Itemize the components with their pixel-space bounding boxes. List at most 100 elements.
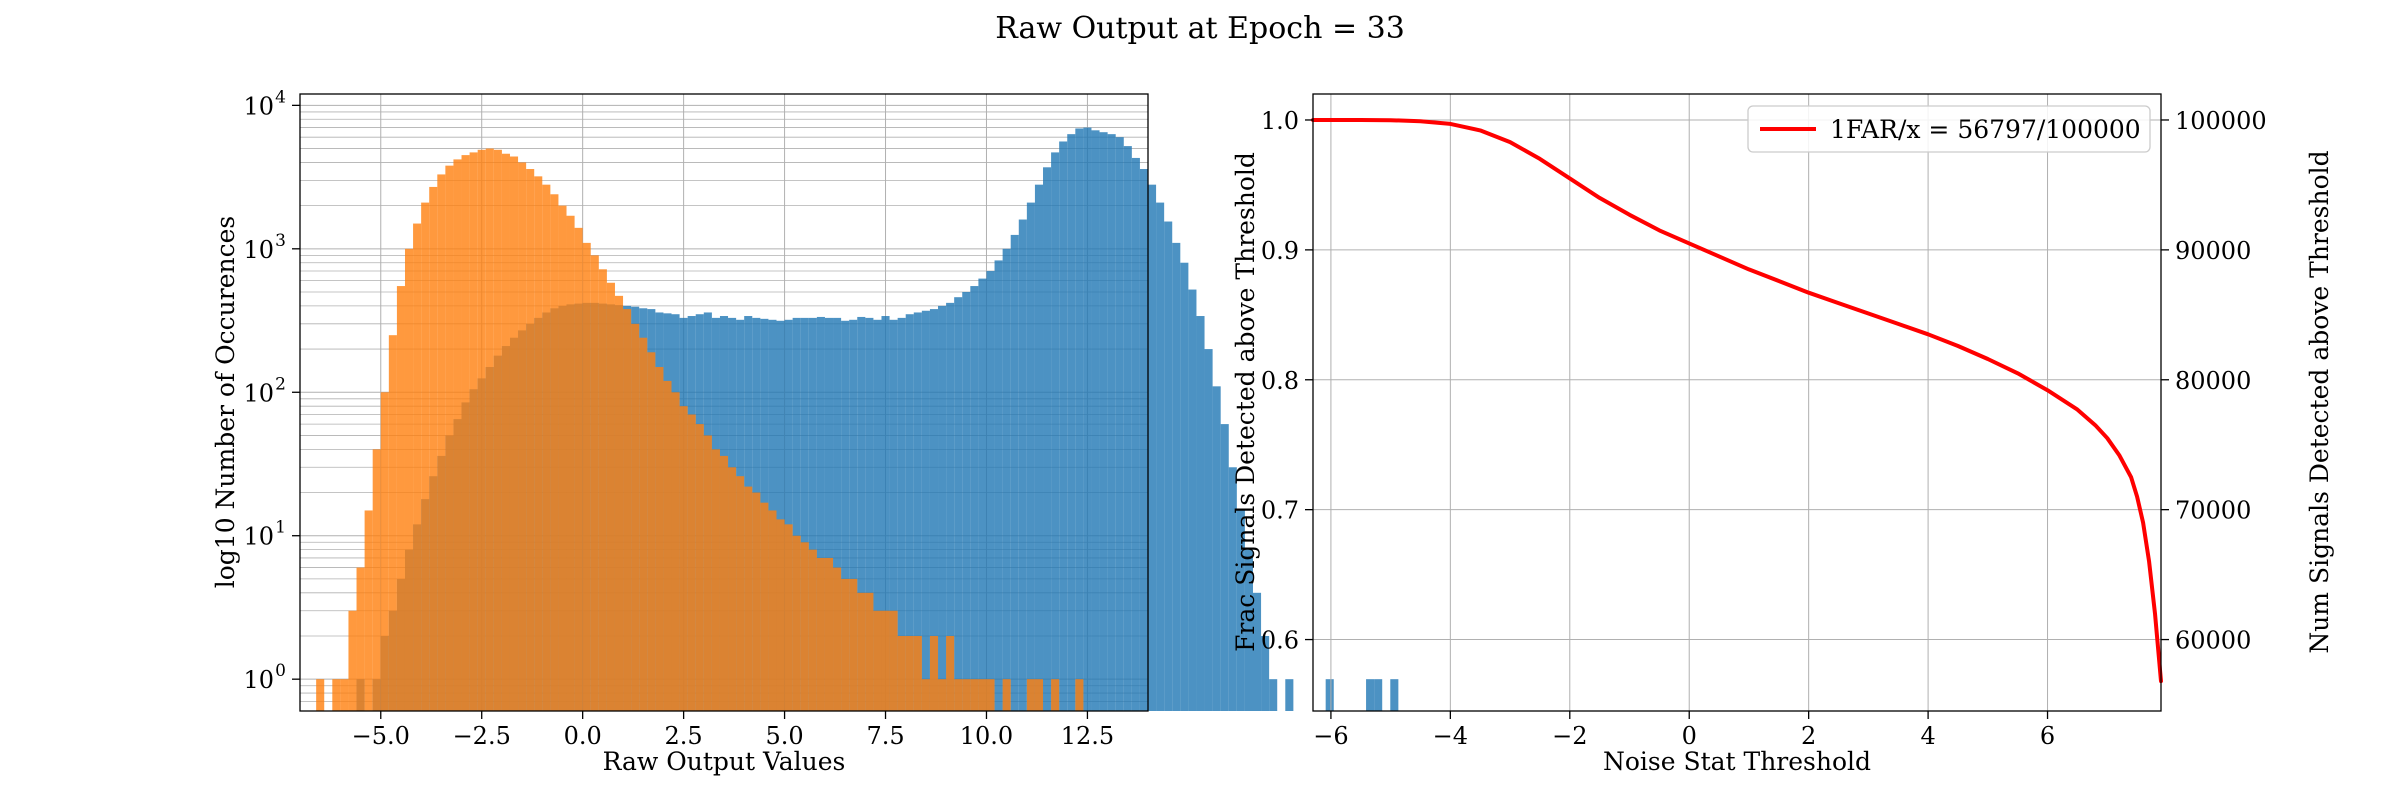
histogram-bar <box>679 406 688 711</box>
histogram-bar <box>703 435 712 711</box>
histogram-bar <box>1075 128 1084 711</box>
histogram-bar <box>1099 132 1108 711</box>
histogram-bar <box>631 323 640 711</box>
histogram-x-label: Raw Output Values <box>603 747 846 776</box>
histogram-bar <box>671 392 680 711</box>
threshold-x-ticks: −6 −4 −2 0 2 4 6 <box>1313 711 2055 750</box>
threshold-curve-series-0 <box>1311 118 2163 684</box>
histogram-x-tick-label: 2.5 <box>665 722 703 750</box>
histogram-y-tick-exponent: 2 <box>275 374 286 394</box>
histogram-bar <box>744 486 753 711</box>
histogram-x-ticks: −5.0 −2.5 0.0 2.5 5.0 7.5 10.0 12.5 <box>352 711 1114 750</box>
histogram-bar <box>711 449 720 711</box>
histogram-bar <box>647 352 656 711</box>
histogram-bars <box>316 127 1399 712</box>
threshold-x-tick-label: −4 <box>1433 722 1468 750</box>
histogram-bar <box>1018 219 1027 711</box>
histogram-bar <box>1091 130 1100 711</box>
threshold-grid <box>1313 94 2161 711</box>
histogram-bar <box>833 567 842 711</box>
legend-box <box>1747 105 2151 153</box>
histogram-bar <box>913 635 922 711</box>
histogram-bar <box>1261 635 1270 711</box>
histogram-bar <box>986 679 995 711</box>
histogram-bar <box>808 549 817 711</box>
histogram-bar <box>639 337 648 711</box>
histogram-bar <box>978 679 987 711</box>
histogram-bar <box>776 320 785 711</box>
threshold-y-tick-label: 0.6 <box>1261 627 1299 655</box>
histogram-bar <box>986 271 995 711</box>
histogram-bar <box>687 414 696 711</box>
histogram-bar <box>1051 152 1060 711</box>
histogram-y-tick-label: 10 <box>243 523 274 551</box>
histogram-bar <box>873 610 882 711</box>
histogram-bar <box>1002 248 1011 712</box>
histogram-bar <box>550 194 559 712</box>
histogram-bar <box>921 310 930 711</box>
histogram-y-tick-exponent: 0 <box>275 661 286 681</box>
histogram-bar <box>978 278 987 711</box>
histogram-bar <box>1123 146 1132 712</box>
histogram-bar <box>881 316 890 711</box>
histogram-bar <box>857 316 866 711</box>
histogram-bar <box>1180 262 1189 711</box>
histogram-bar <box>736 476 745 711</box>
threshold-y-tick-label: 0.9 <box>1261 237 1299 265</box>
histogram-bar <box>485 148 494 711</box>
histogram-bar <box>970 286 979 711</box>
histogram-bar <box>372 449 381 711</box>
histogram-y-tick-label: 10 <box>243 379 274 407</box>
histogram-bar <box>566 215 575 711</box>
histogram-bar <box>849 319 858 711</box>
histogram-bar <box>1131 157 1140 712</box>
histogram-bar <box>913 312 922 711</box>
histogram-bar <box>1010 234 1019 711</box>
histogram-bar <box>816 557 825 711</box>
threshold-x-tick-label: −6 <box>1313 722 1348 750</box>
histogram-bar <box>1067 134 1076 711</box>
histogram-bar <box>881 610 890 711</box>
histogram-bar <box>445 165 454 711</box>
histogram-bar <box>396 286 405 711</box>
histogram-x-tick-label: 7.5 <box>866 722 904 750</box>
histogram-bar <box>768 510 777 711</box>
threshold-x-tick-label: 6 <box>2040 722 2055 750</box>
histogram-bar <box>1034 184 1044 711</box>
histogram-bar <box>526 169 535 712</box>
legend-label: 1FAR/x = 56797/100000 <box>1830 115 2141 144</box>
histogram-bar <box>1252 592 1262 711</box>
histogram-bar <box>558 205 567 712</box>
histogram-bar <box>316 679 325 711</box>
histogram-bar <box>1026 202 1035 711</box>
histogram-bar <box>784 524 793 711</box>
histogram-bar <box>1172 242 1181 711</box>
histogram-bar <box>833 317 842 711</box>
threshold-panel: −6 −4 −2 0 2 4 6 0.6 0.7 0.8 0.9 1.0 60000 70000 800… <box>1231 93 2334 776</box>
histogram-bar <box>542 184 551 711</box>
threshold-right-y-tick-label: 90000 <box>2175 237 2251 265</box>
histogram-bar <box>897 317 906 711</box>
figure-suptitle: Raw Output at Epoch = 33 <box>995 11 1405 46</box>
threshold-y-ticks-right: 60000 70000 80000 90000 100000 <box>2161 107 2267 655</box>
histogram-bar <box>501 153 510 711</box>
histogram-x-tick-label: 12.5 <box>1061 722 1114 750</box>
histogram-bar <box>453 159 462 711</box>
histogram-bar <box>800 317 809 711</box>
histogram-bar <box>938 679 947 711</box>
histogram-bar <box>1026 679 1035 711</box>
histogram-bar <box>719 455 729 711</box>
histogram-y-tick-exponent: 1 <box>275 518 286 538</box>
histogram-bar <box>1075 679 1084 711</box>
histogram-bar <box>816 316 825 711</box>
histogram-bar <box>1051 679 1060 711</box>
threshold-curve-layer <box>1311 118 2163 684</box>
histogram-bar <box>824 557 834 711</box>
histogram-bar <box>388 335 397 711</box>
histogram-bar <box>889 319 898 711</box>
histogram-bar <box>905 635 914 711</box>
histogram-bar <box>429 186 438 712</box>
